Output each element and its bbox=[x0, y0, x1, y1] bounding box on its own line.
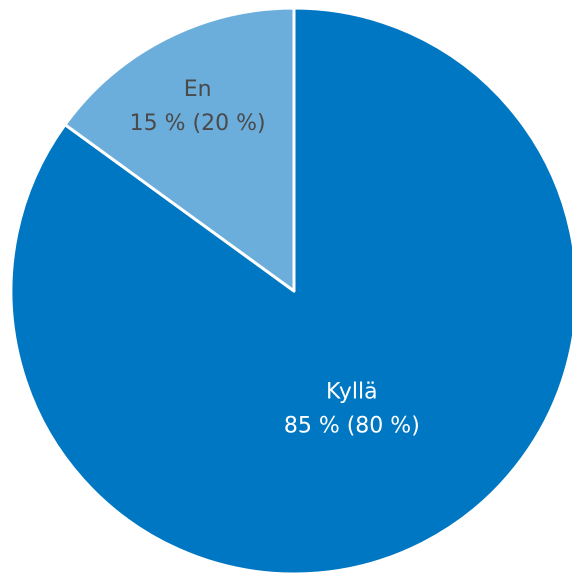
slice-value-label-1: 15 % (20 %) bbox=[130, 111, 266, 136]
pie-slice-1 bbox=[63, 6, 296, 293]
pie-labels: Kyllä 85 % (80 %) En 15 % (20 %) bbox=[130, 77, 420, 439]
slice-category-label-1: En bbox=[184, 77, 212, 102]
pie-slices bbox=[9, 6, 572, 573]
slice-value-label-0: 85 % (80 %) bbox=[284, 413, 420, 438]
slice-category-label-0: Kyllä bbox=[326, 379, 378, 404]
